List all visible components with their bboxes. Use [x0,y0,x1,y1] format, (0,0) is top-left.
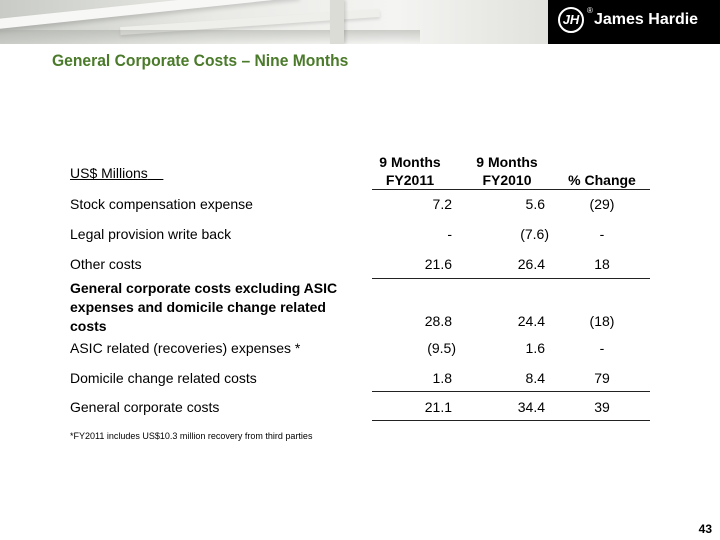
page-title: General Corporate Costs – Nine Months [52,51,349,70]
header-shade [0,30,420,44]
table-row-fy2010: (7.6) [520,226,549,242]
table-row-change: 79 [594,370,610,386]
subtotal-label-line1: General corporate costs excluding ASIC [70,280,338,296]
logo-name: James Hardie [594,11,699,28]
table-row-change: (18) [589,313,615,329]
table-row-fy2011: 28.8 [424,313,452,329]
table-row-label: Other costs [70,256,142,272]
table-row-change: - [599,226,605,242]
table-row-label: Stock compensation expense [70,196,253,212]
table-row-fy2011: 1.8 [432,370,452,386]
header-col-fy2010: 9 Months FY2010 [467,153,547,189]
table-row-change: - [599,340,605,356]
table-row-fy2010: 8.4 [525,370,545,386]
subtotal-rule [372,278,650,279]
page-number: 43 [698,522,712,536]
header-label: US$ Millions [70,165,148,181]
table-row-fy2010: 24.4 [517,313,545,329]
footnote: *FY2011 includes US$10.3 million recover… [70,431,313,441]
jh-monogram-icon: JH [558,7,584,33]
header-col-fy2011-line1: 9 Months [379,154,441,170]
header-col-fy2010-line1: 9 Months [476,154,538,170]
header-post [330,0,344,44]
table-row-change: 39 [594,399,610,415]
table-row-fy2011: 7.2 [432,196,452,212]
table-row-label: Legal provision write back [70,226,232,242]
table-row-fy2010: 5.6 [525,196,545,212]
table-row-fy2011: (9.5) [427,340,456,356]
table-row-fy2010: 26.4 [517,256,545,272]
header-rule [372,189,650,190]
registered-mark: ® [587,6,593,15]
table-row-change: (29) [589,196,615,212]
header-col-fy2010-line2: FY2010 [482,172,532,188]
table-row-label: ASIC related (recoveries) expenses * [70,340,301,356]
total-rule-bottom [372,420,650,421]
table-row-fy2011: 21.6 [424,256,452,272]
subtotal-label-line3: costs [70,318,107,334]
header-col-fy2011: 9 Months FY2011 [370,153,450,189]
header-col-change: % Change [568,172,636,188]
table-row-fy2011: 21.1 [424,399,452,415]
table-row-label-bold: General corporate costs excluding ASIC e… [70,279,337,336]
table-row-fy2011: - [447,226,452,242]
header-col-fy2011-line2: FY2011 [385,172,435,188]
table-row-fy2010: 1.6 [525,340,545,356]
subtotal-label-line2: expenses and domicile change related [70,299,326,315]
total-rule-top [372,391,650,392]
table-row-change: 18 [594,256,610,272]
table-row-label: General corporate costs [70,399,220,415]
james-hardie-logo: JH ® James Hardie [548,0,720,44]
table-row-fy2010: 34.4 [517,399,545,415]
table-row-label: Domicile change related costs [70,370,257,386]
